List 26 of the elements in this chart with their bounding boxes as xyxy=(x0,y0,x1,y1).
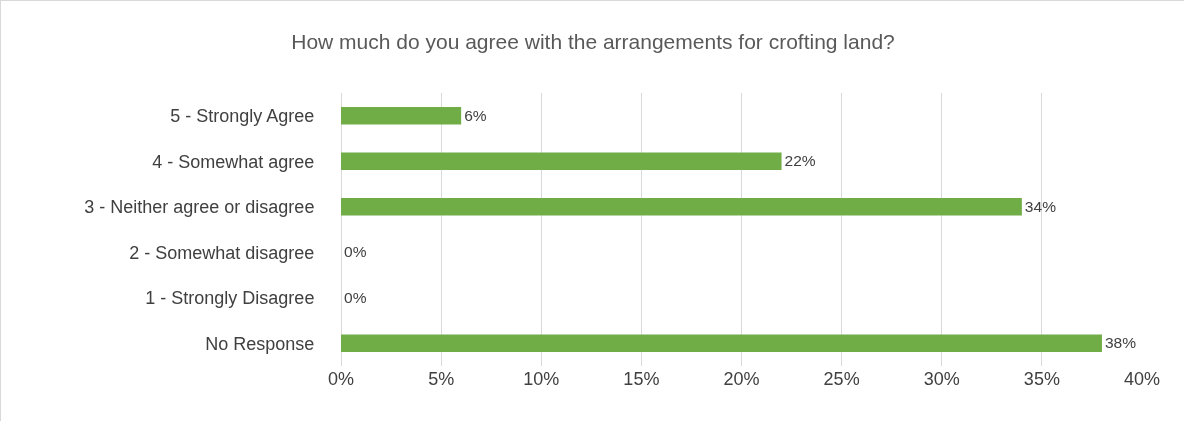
data-label: 38% xyxy=(1104,334,1137,352)
y-tick-label: 3 - Neither agree or disagree xyxy=(84,197,315,218)
y-tick-label: 5 - Strongly Agree xyxy=(170,106,315,127)
x-tick-label: 0% xyxy=(327,369,355,389)
data-label: 34% xyxy=(1024,197,1057,215)
bar xyxy=(341,198,1022,216)
x-tick-label: 40% xyxy=(1123,369,1161,389)
bar xyxy=(341,334,1102,352)
bar xyxy=(341,152,782,170)
y-tick-label: 4 - Somewhat agree xyxy=(152,151,315,172)
y-tick-label: No Response xyxy=(205,333,315,354)
data-label: 0% xyxy=(344,288,367,306)
y-tick-label: 2 - Somewhat disagree xyxy=(129,242,315,263)
y-tick-label: 1 - Strongly Disagree xyxy=(145,288,315,309)
data-label: 6% xyxy=(464,106,487,124)
x-tick-label: 10% xyxy=(523,369,560,389)
data-label: 0% xyxy=(344,243,367,261)
x-tick-label: 20% xyxy=(723,369,760,389)
chart-title: How much do you agree with the arrangements for crofting land? xyxy=(291,30,895,54)
data-label: 22% xyxy=(784,152,816,170)
x-tick-label: 25% xyxy=(823,369,860,389)
bar xyxy=(341,107,462,125)
x-tick-label: 5% xyxy=(428,369,455,389)
x-tick-label: 35% xyxy=(1023,369,1060,389)
x-tick-label: 30% xyxy=(923,369,960,389)
x-tick-label: 15% xyxy=(623,369,660,389)
